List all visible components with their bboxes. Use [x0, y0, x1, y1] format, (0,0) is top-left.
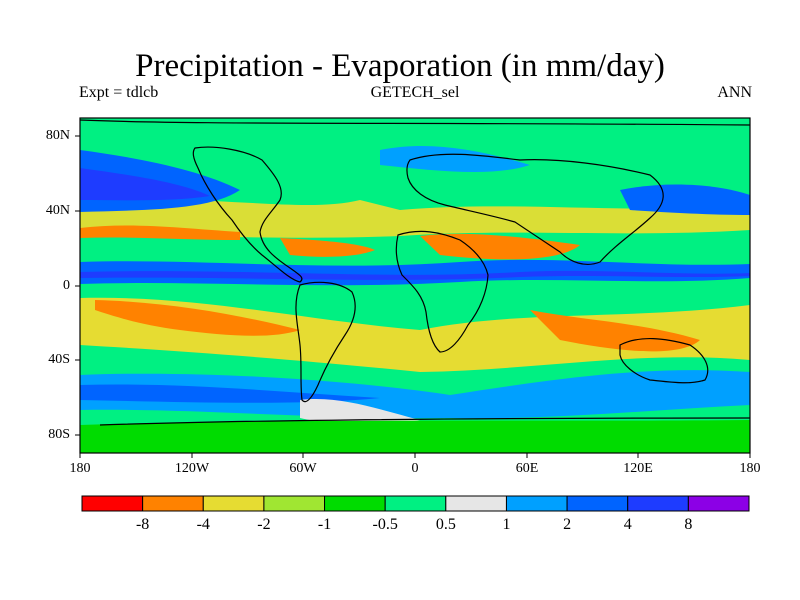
chart-title: Precipitation - Evaporation (in mm/day) — [135, 48, 665, 84]
colorbar-label: 2 — [563, 516, 572, 533]
subtropic-north-band — [80, 200, 750, 238]
southeast-pacific-dry — [95, 300, 300, 336]
colorbar-label: -8 — [135, 516, 150, 533]
colorbar-label: -1 — [317, 516, 332, 533]
lon-label-120w: 120W — [174, 461, 210, 476]
colorbar-swatch — [384, 495, 447, 512]
australia-coast — [619, 337, 709, 384]
lon-label-180w: 180 — [69, 461, 91, 476]
antarctica-coast — [99, 417, 750, 426]
lat-label-40s: 40S — [48, 352, 70, 367]
southern-ocean-track — [80, 370, 750, 419]
lon-label-0: 0 — [411, 461, 419, 476]
lon-label-60e: 60E — [515, 461, 539, 476]
south-atlantic-gray — [300, 399, 420, 425]
colorbar-label: 4 — [623, 516, 632, 533]
eurasia-coast — [406, 153, 664, 265]
antarctica-field — [80, 420, 750, 453]
colorbar-swatch — [445, 495, 507, 512]
arctic-band — [80, 126, 750, 148]
north-atlantic-dry — [280, 238, 375, 257]
africa-coast — [395, 230, 489, 353]
colorbar-label: 8 — [684, 516, 693, 533]
lon-label-180e: 180 — [739, 461, 761, 476]
pacific-north-dry — [80, 225, 240, 240]
lat-tick-marks — [75, 135, 80, 436]
coastlines — [80, 119, 750, 426]
colorbar-swatch — [81, 495, 144, 512]
colorbar-label: 1 — [502, 516, 511, 533]
itcz-core — [80, 270, 750, 280]
colorbar-swatch — [263, 495, 326, 512]
north-america-coast — [192, 146, 303, 283]
north-pacific-core — [80, 168, 210, 201]
map-field — [80, 118, 750, 453]
season-label: ANN — [717, 84, 752, 101]
eurasia-north-wet — [380, 145, 530, 173]
lon-label-60w: 60W — [289, 461, 317, 476]
lat-label-40n: 40N — [45, 203, 70, 218]
colorbar-label: -0.5 — [372, 516, 398, 533]
itcz-band — [80, 259, 750, 286]
northwest-pacific-storm-track — [620, 184, 750, 215]
experiment-label: Expt = tdlcb — [79, 84, 159, 101]
lat-label-eq: 0 — [63, 278, 70, 293]
arctic-coast — [80, 119, 750, 126]
colorbar-swatch — [627, 495, 689, 512]
colorbar-swatch — [142, 495, 204, 512]
colorbar-label: 0.5 — [435, 516, 456, 533]
lon-tick-marks — [79, 453, 751, 458]
colorbar-swatch — [566, 495, 629, 512]
colorbar-swatch — [324, 495, 386, 512]
indian-ocean-dry — [530, 310, 700, 352]
colorbar-swatch — [505, 495, 568, 512]
colorbar-label: -4 — [196, 516, 210, 533]
dataset-label: GETECH_sel — [370, 84, 460, 101]
south-america-coast — [295, 281, 356, 403]
colorbar-swatch — [687, 495, 750, 512]
colorbar-swatch — [202, 495, 265, 512]
lat-label-80s: 80S — [48, 427, 70, 442]
colorbar — [81, 495, 750, 512]
southern-ocean-core — [80, 384, 380, 403]
subtropic-south-band — [80, 297, 750, 372]
lon-label-120e: 120E — [623, 461, 653, 476]
colorbar-label: -2 — [257, 516, 271, 533]
lat-label-80n: 80N — [45, 128, 70, 143]
